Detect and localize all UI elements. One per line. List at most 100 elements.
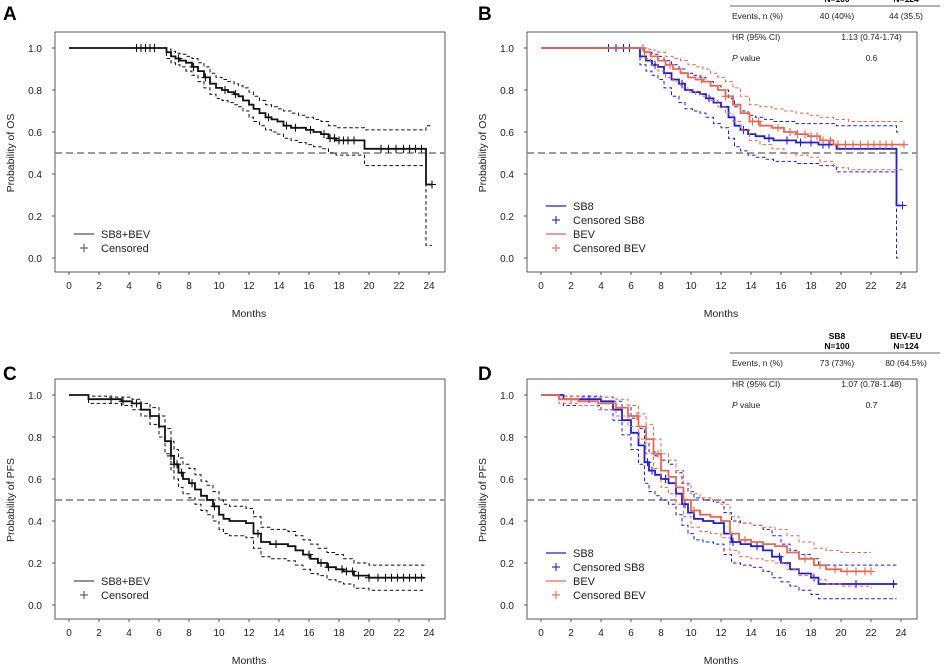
- censor-mark-sb8-bev: [320, 130, 328, 139]
- y-tick-label: 0.8: [500, 86, 514, 97]
- panel-letter-a: A: [3, 4, 17, 25]
- y-tick-label: 0.8: [28, 433, 42, 444]
- censor-mark-sb8: [661, 475, 670, 483]
- censor-mark-sb8: [825, 140, 833, 149]
- censor-mark-sb8-bev: [119, 397, 127, 406]
- x-tick-label: 22: [393, 281, 405, 292]
- censor-mark-sb8-bev: [291, 123, 300, 132]
- table-row-label: HR (95% CI): [732, 32, 780, 42]
- censor-mark-bev: [843, 567, 851, 576]
- censor-mark-bev: [754, 117, 763, 126]
- censor-mark-sb8-bev: [317, 559, 325, 567]
- x-tick-label: 8: [658, 628, 664, 639]
- legend-entry-label: Censored SB8: [573, 215, 645, 227]
- x-tick-label: 14: [745, 281, 757, 292]
- y-tick-label: 0.2: [28, 559, 42, 570]
- table-col-header-n: N=124: [893, 341, 919, 351]
- x-tick-label: 20: [835, 628, 847, 639]
- x-tick-label: 4: [126, 628, 132, 639]
- censor-mark-bev: [690, 506, 698, 515]
- censor-mark-sb8-bev: [374, 573, 382, 582]
- km-curve-bev: [541, 394, 871, 573]
- censor-mark-sb8: [889, 580, 898, 588]
- censor-mark-sb8-bev: [167, 451, 175, 460]
- censor-mark-sb8-bev: [324, 563, 333, 572]
- panel-c: C0.00.20.40.60.81.00 2 4 6 8 10 12 14 16 18 20 22 24…: [3, 364, 446, 665]
- censor-mark-bev: [793, 130, 802, 139]
- km-curve-sb8: [541, 394, 897, 585]
- x-tick-label: 24: [423, 281, 435, 292]
- series-sb8-bev: [69, 44, 436, 246]
- censor-mark-sb8-bev: [306, 125, 315, 134]
- censor-mark-sb8-bev: [107, 395, 115, 404]
- x-tick-label: 12: [243, 628, 255, 639]
- x-tick-label: 12: [715, 628, 727, 639]
- y-tick-label: 1.0: [500, 44, 514, 55]
- x-tick-label: 8: [186, 281, 192, 292]
- x-tick-label: 0: [66, 281, 72, 292]
- legend-entry-label: BEV: [573, 229, 596, 241]
- ci-upper-sb8: [541, 394, 897, 566]
- censor-mark-sb8: [648, 466, 656, 475]
- censor-mark-sb8: [643, 458, 652, 467]
- legend: SB8+BEV Censored: [74, 576, 151, 602]
- censor-mark-sb8-bev: [231, 90, 240, 99]
- ci-upper-sb8-bev: [69, 47, 432, 131]
- plot-frame: [54, 378, 446, 620]
- panel-letter-b: B: [478, 4, 492, 25]
- censor-mark-sb8-bev: [348, 567, 357, 576]
- y-tick-label: 0.4: [500, 170, 514, 181]
- censor-mark-sb8-bev: [272, 540, 280, 549]
- legend-entry-label: SB8: [573, 548, 594, 560]
- x-tick-label: 18: [333, 628, 345, 639]
- censor-mark-bev: [849, 140, 857, 149]
- y-axis-label: Probability of PFS: [5, 458, 17, 542]
- x-tick-label: 12: [243, 281, 255, 292]
- legend: SB8 Censored SB8 BEV Censored BEV: [546, 201, 646, 255]
- x-tick-label: 18: [805, 281, 817, 292]
- censor-mark-bev: [786, 128, 794, 136]
- x-tick-label: 2: [96, 281, 102, 292]
- censor-mark-sb8-bev: [177, 468, 186, 477]
- censor-mark-sb8: [681, 500, 689, 509]
- censor-mark-bev: [831, 565, 839, 574]
- censor-mark-bev: [834, 140, 842, 149]
- censor-mark-sb8-bev: [428, 180, 436, 189]
- x-tick-label: 0: [538, 628, 544, 639]
- legend-entry-label: SB8+BEV: [101, 576, 151, 588]
- censor-mark-bev: [801, 554, 809, 563]
- panel-d: D0.00.20.40.60.81.00 2 4 6 8 10 12 14 16 18 20 22 24…: [477, 331, 940, 665]
- y-tick-label: 0.2: [500, 559, 514, 570]
- table-col-header-n: N=124: [893, 0, 919, 4]
- table-cell: 73 (73%): [820, 358, 855, 368]
- legend-plus-swatch: [80, 244, 88, 252]
- censor-mark-sb8: [783, 136, 791, 145]
- x-axis-label: Months: [232, 308, 266, 320]
- legend-plus-swatch: [552, 591, 560, 599]
- table-row-label-rest: value: [738, 53, 761, 63]
- y-tick-label: 0.6: [500, 128, 514, 139]
- legend: SB8+BEV Censored: [74, 229, 151, 255]
- censor-mark-bev: [819, 136, 827, 145]
- x-axis-label: Months: [232, 655, 266, 665]
- y-tick-label: 0.2: [500, 212, 514, 223]
- y-tick-label: 1.0: [28, 44, 42, 55]
- censor-mark-sb8-bev: [354, 571, 363, 580]
- x-tick-label: 16: [775, 281, 787, 292]
- censor-mark-bev: [826, 136, 835, 145]
- censor-mark-sb8-bev: [173, 460, 181, 469]
- y-tick-label: 0.8: [28, 86, 42, 97]
- censor-mark-sb8-bev: [254, 529, 262, 538]
- censor-mark-bev: [867, 567, 875, 576]
- series-bev: [541, 394, 875, 589]
- x-tick-label: 4: [598, 628, 604, 639]
- x-tick-label: 6: [628, 628, 634, 639]
- x-tick-label: 4: [598, 281, 604, 292]
- x-tick-label: 22: [865, 628, 877, 639]
- plot-frame: [526, 31, 918, 273]
- table-cell-span: 0.7: [866, 400, 878, 410]
- table-col-header-n: N=100: [824, 0, 850, 4]
- x-tick-label: 14: [273, 281, 285, 292]
- x-tick-label: 18: [805, 628, 817, 639]
